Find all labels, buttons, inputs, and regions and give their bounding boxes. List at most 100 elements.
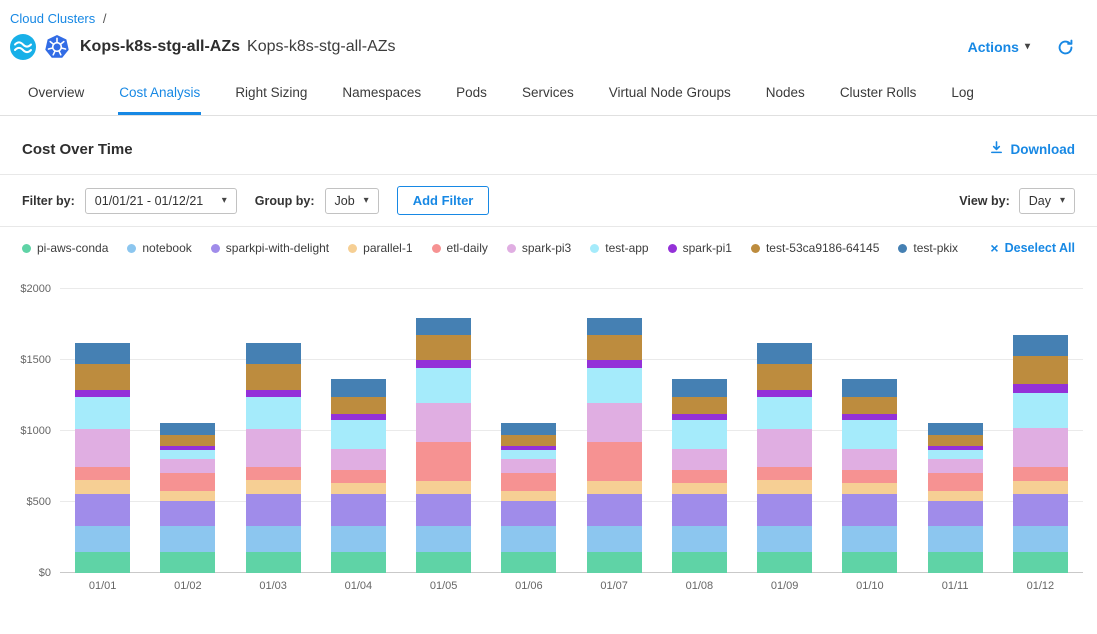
tab-overview[interactable]: Overview (27, 70, 85, 115)
bar-segment-spark-pi3[interactable] (672, 449, 727, 470)
actions-button[interactable]: Actions ▾ (968, 39, 1030, 55)
bar-segment-notebook[interactable] (246, 526, 301, 552)
legend-item-sparkpi-with-delight[interactable]: sparkpi-with-delight (211, 241, 329, 255)
bar-segment-spark-pi3[interactable] (1013, 428, 1068, 466)
bar-segment-spark-pi3[interactable] (757, 429, 812, 467)
bar-segment-spark-pi3[interactable] (331, 449, 386, 470)
legend-item-notebook[interactable]: notebook (127, 241, 191, 255)
bar-segment-parallel-1[interactable] (331, 483, 386, 494)
deselect-all-button[interactable]: × Deselect All (990, 241, 1075, 255)
bar-segment-pi-aws-conda[interactable] (160, 552, 215, 573)
bar-segment-sparkpi-with-delight[interactable] (928, 501, 983, 526)
tab-cluster-rolls[interactable]: Cluster Rolls (839, 70, 918, 115)
bar-segment-test-pkix[interactable] (757, 343, 812, 364)
bar-segment-test-pkix[interactable] (416, 318, 471, 335)
bar-segment-parallel-1[interactable] (587, 481, 642, 494)
breadcrumb-link-cloud-clusters[interactable]: Cloud Clusters (10, 11, 95, 26)
legend-item-parallel-1[interactable]: parallel-1 (348, 241, 412, 255)
bar-segment-pi-aws-conda[interactable] (501, 552, 556, 573)
bar-segment-sparkpi-with-delight[interactable] (501, 501, 556, 526)
bar-segment-spark-pi3[interactable] (416, 403, 471, 441)
date-range-select[interactable]: 01/01/21 - 01/12/21 ▾ (85, 188, 237, 214)
bar-segment-test-53ca9186-64145[interactable] (587, 335, 642, 361)
bar-segment-parallel-1[interactable] (672, 483, 727, 494)
bar-segment-test-53ca9186-64145[interactable] (331, 397, 386, 414)
bar-segment-test-pkix[interactable] (160, 423, 215, 434)
bar-segment-parallel-1[interactable] (928, 491, 983, 501)
bar-segment-etl-daily[interactable] (501, 473, 556, 491)
bar-segment-notebook[interactable] (331, 526, 386, 552)
bar-segment-test-53ca9186-64145[interactable] (246, 364, 301, 390)
bar-segment-notebook[interactable] (587, 526, 642, 552)
bar-segment-spark-pi1[interactable] (246, 390, 301, 397)
bar-segment-parallel-1[interactable] (246, 480, 301, 494)
bar-segment-sparkpi-with-delight[interactable] (75, 494, 130, 526)
bar-segment-notebook[interactable] (160, 526, 215, 552)
bar-segment-test-app[interactable] (246, 397, 301, 429)
tab-log[interactable]: Log (950, 70, 975, 115)
bar-segment-test-pkix[interactable] (587, 318, 642, 335)
tab-cost-analysis[interactable]: Cost Analysis (118, 70, 201, 115)
bar-segment-pi-aws-conda[interactable] (587, 552, 642, 573)
bar-segment-parallel-1[interactable] (757, 480, 812, 494)
bar-segment-pi-aws-conda[interactable] (672, 552, 727, 573)
bar-segment-sparkpi-with-delight[interactable] (246, 494, 301, 526)
bar-segment-notebook[interactable] (928, 526, 983, 552)
legend-item-test-app[interactable]: test-app (590, 241, 648, 255)
bar-segment-notebook[interactable] (1013, 526, 1068, 552)
bar-segment-test-53ca9186-64145[interactable] (672, 397, 727, 414)
bar-segment-notebook[interactable] (757, 526, 812, 552)
legend-item-spark-pi3[interactable]: spark-pi3 (507, 241, 571, 255)
bar-segment-spark-pi3[interactable] (928, 459, 983, 473)
refresh-button[interactable] (1056, 38, 1075, 57)
bar-01/01[interactable] (75, 289, 130, 573)
bar-segment-spark-pi1[interactable] (587, 360, 642, 368)
add-filter-button[interactable]: Add Filter (397, 186, 490, 215)
legend-item-pi-aws-conda[interactable]: pi-aws-conda (22, 241, 108, 255)
bar-01/06[interactable] (501, 289, 556, 573)
bar-segment-spark-pi1[interactable] (1013, 384, 1068, 393)
bar-01/09[interactable] (757, 289, 812, 573)
bar-segment-test-app[interactable] (160, 450, 215, 459)
bar-segment-test-app[interactable] (757, 397, 812, 429)
bar-segment-test-app[interactable] (672, 420, 727, 448)
bar-01/12[interactable] (1013, 289, 1068, 573)
bar-segment-test-53ca9186-64145[interactable] (75, 364, 130, 390)
bar-segment-sparkpi-with-delight[interactable] (416, 494, 471, 526)
bar-segment-pi-aws-conda[interactable] (1013, 552, 1068, 573)
bar-segment-sparkpi-with-delight[interactable] (160, 501, 215, 526)
bar-segment-test-53ca9186-64145[interactable] (501, 435, 556, 446)
bar-segment-spark-pi1[interactable] (757, 390, 812, 397)
bar-segment-sparkpi-with-delight[interactable] (757, 494, 812, 526)
bar-segment-sparkpi-with-delight[interactable] (1013, 494, 1068, 527)
bar-segment-etl-daily[interactable] (1013, 467, 1068, 481)
bar-segment-parallel-1[interactable] (75, 480, 130, 494)
bar-segment-test-app[interactable] (1013, 393, 1068, 429)
bar-01/07[interactable] (587, 289, 642, 573)
bar-segment-etl-daily[interactable] (928, 473, 983, 491)
bar-segment-etl-daily[interactable] (246, 467, 301, 480)
tab-pods[interactable]: Pods (455, 70, 488, 115)
bar-segment-test-app[interactable] (587, 368, 642, 404)
bar-segment-pi-aws-conda[interactable] (928, 552, 983, 573)
bar-segment-etl-daily[interactable] (160, 473, 215, 491)
bar-segment-etl-daily[interactable] (757, 467, 812, 480)
bar-segment-pi-aws-conda[interactable] (75, 552, 130, 573)
bar-segment-test-53ca9186-64145[interactable] (928, 435, 983, 446)
bar-segment-spark-pi3[interactable] (587, 403, 642, 441)
bar-01/10[interactable] (842, 289, 897, 573)
bar-segment-etl-daily[interactable] (842, 470, 897, 483)
bar-segment-test-pkix[interactable] (1013, 335, 1068, 356)
bar-segment-notebook[interactable] (75, 526, 130, 552)
bar-segment-test-app[interactable] (842, 420, 897, 448)
bar-segment-etl-daily[interactable] (416, 442, 471, 482)
bar-01/08[interactable] (672, 289, 727, 573)
view-by-select[interactable]: Day ▾ (1019, 188, 1075, 214)
bar-01/02[interactable] (160, 289, 215, 573)
bar-segment-test-53ca9186-64145[interactable] (842, 397, 897, 414)
bar-01/05[interactable] (416, 289, 471, 573)
bar-segment-spark-pi3[interactable] (246, 429, 301, 467)
bar-segment-test-53ca9186-64145[interactable] (1013, 356, 1068, 384)
bar-segment-etl-daily[interactable] (587, 442, 642, 482)
bar-segment-test-app[interactable] (75, 397, 130, 429)
